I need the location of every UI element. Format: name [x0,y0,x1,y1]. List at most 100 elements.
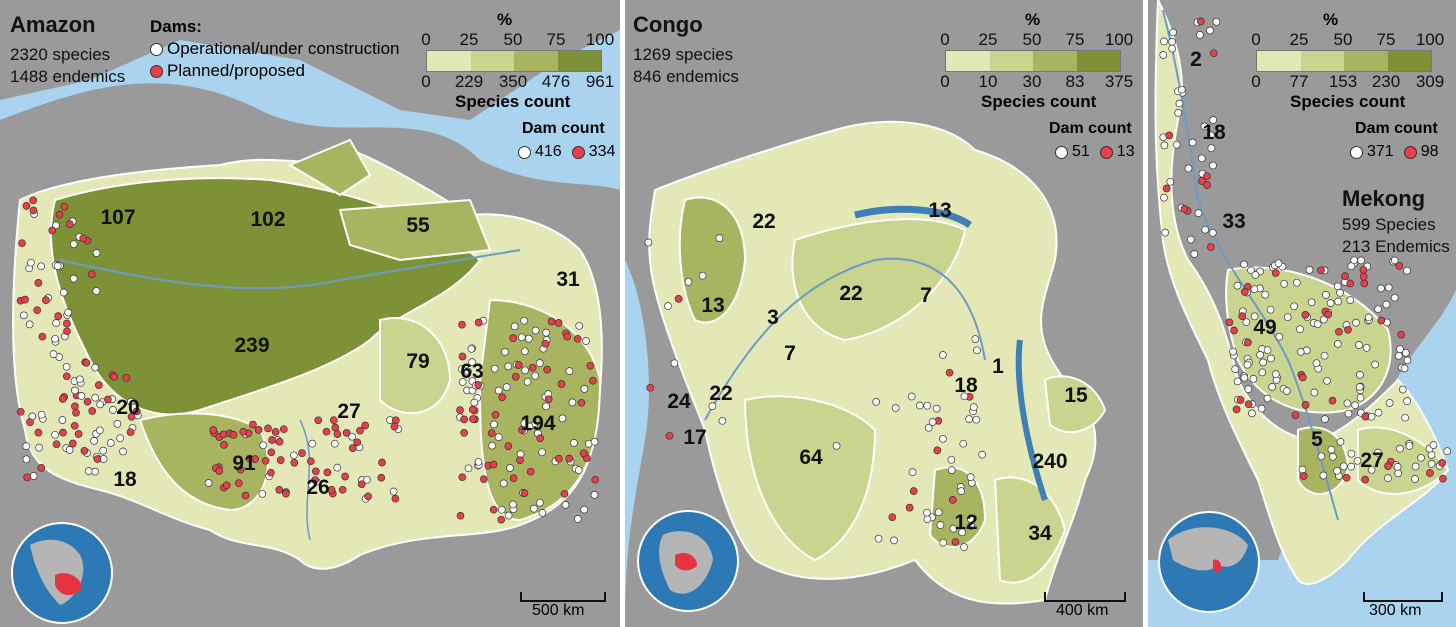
planned-dam-marker [1377,316,1386,325]
operational-dam-marker [1401,348,1410,357]
planned-dam-marker [356,426,364,435]
planned-dam-marker [271,428,280,436]
operational-dam-marker [1175,99,1184,108]
planned-dam-marker [528,363,537,372]
amazon-basin-label: 63 [460,360,484,383]
planned-dam-marker [511,372,520,381]
planned-dam-marker [132,407,141,416]
planned-dam-marker [1299,472,1308,480]
operational-dam-marker [936,521,945,529]
operational-dam-marker [1197,154,1206,163]
operational-dam-marker [960,543,968,551]
operational-dam-marker [580,385,589,393]
operational-dam-marker [939,538,948,547]
operational-dam-marker [644,238,653,247]
operational-dam-marker [1374,408,1383,417]
operational-dam-marker [1403,266,1411,275]
operational-dam-marker [923,515,932,524]
operational-dam-marker [1160,193,1168,202]
planned-dam-marker [378,458,386,467]
operational-dam-marker [1256,351,1264,359]
operational-dam-marker [972,415,981,424]
planned-dam-marker [1196,17,1205,26]
operational-dam-marker [1344,409,1353,418]
operational-dam-marker [1396,444,1404,453]
planned-dam-marker [1342,473,1351,482]
operational-dam-marker [490,364,499,373]
planned-dam-marker [1162,184,1171,193]
planned-dam-marker [945,368,954,377]
planned-dam-marker [456,511,465,520]
mekong-dam-counts: 371 98 [1350,143,1439,161]
operational-dam-marker [520,347,529,356]
planned-dam-marker [460,415,468,424]
operational-dam-marker [1384,474,1392,482]
mekong-basin-label: 18 [1202,121,1226,144]
operational-dam-marker [1174,109,1183,117]
operational-dam-marker [966,473,975,481]
amazon-subbasin-79 [379,317,452,414]
operational-dam-marker [1248,409,1256,418]
operational-dam-marker [1417,453,1425,462]
amazon-river [59,249,521,290]
planned-dam-marker [306,457,315,466]
operational-dam-marker [1443,447,1452,456]
operational-dam-marker [488,441,497,450]
dams-key-title: Dams: [150,17,202,36]
planned-dam-marker [516,456,524,465]
operational-dam-marker [531,371,540,380]
operational-dam-marker [939,351,947,359]
operational-dam-marker [363,475,371,484]
planned-dam-marker [261,456,270,465]
planned-dot-icon [150,64,163,78]
operational-dam-marker [1374,448,1382,457]
planned-dam-marker [1238,312,1247,320]
congo-basin-label: 12 [954,511,978,534]
planned-dam-marker [83,397,92,406]
amazon-dam-counts: 416 334 [518,143,615,161]
operational-dam-marker [1429,441,1438,449]
planned-dam-marker [311,467,320,476]
congo-basin-label: 7 [920,284,932,307]
dams-key: Dams: Operational/under construction Pla… [150,16,399,82]
operational-dam-marker [1188,138,1197,147]
planned-dam-marker [29,196,38,205]
planned-dam-marker [1301,401,1310,409]
congo-basin-label: 24 [667,390,691,413]
operational-dam-marker [1268,383,1277,391]
operational-dam-marker [1362,343,1371,352]
planned-dam-marker [460,428,468,437]
planned-dam-marker [591,475,600,484]
amazon-globe-icon [11,522,113,624]
operational-dam-marker [49,350,58,358]
operational-dam-marker [1336,438,1345,446]
operational-dam-marker [874,534,883,543]
operational-dam-marker [1403,397,1411,405]
planned-dam-marker [1361,412,1370,421]
amazon-panel: Amazon 2320 species 1488 endemics Dams: … [0,0,620,627]
planned-dam-marker [209,426,218,434]
congo-river [704,257,986,421]
operational-dam-marker [464,367,472,376]
planned-dam-marker [646,383,655,392]
planned-dam-marker [509,334,518,342]
planned-dam-marker [276,456,285,464]
planned-dam-marker [22,202,31,210]
operational-dam-marker [27,258,35,267]
congo-basin-label: 17 [683,426,707,449]
operational-dam-marker [832,441,841,450]
operational-dam-marker [458,378,467,386]
operational-dam-marker [53,262,62,270]
operational-dam-marker [561,501,570,509]
operational-dam-marker [1206,131,1215,140]
planned-dam-marker [357,480,366,489]
operational-dam-marker [19,311,28,320]
operational-dam-marker [1267,354,1275,363]
operational-dam-marker [1394,351,1403,360]
operational-dam-marker [1320,351,1329,360]
operational-dam-marker [574,466,583,475]
operational-dam-marker [1249,375,1258,383]
operational-dam-marker [497,505,506,514]
planned-dam-marker [338,485,347,494]
operational-dam-marker [69,240,78,249]
